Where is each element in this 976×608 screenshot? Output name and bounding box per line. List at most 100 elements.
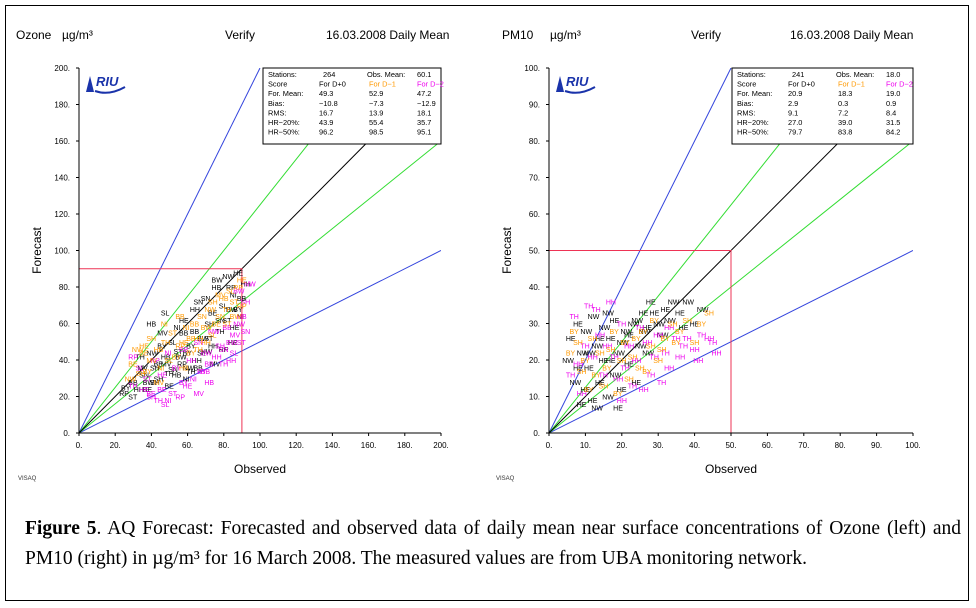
stats-row-value: 7.2 [838,108,848,117]
x-tick-label: 80. [218,441,229,450]
data-point-2: TH [697,332,706,339]
data-point-0: SN [193,300,203,307]
data-point-1: SL [208,332,217,339]
stats-row-value: 52.9 [369,89,383,98]
y-tick-label: 100. [524,64,540,73]
x-tick-label: 200. [433,441,449,450]
data-point-0: HE [233,270,243,277]
data-point-0: BY [121,385,131,392]
stats-score-header: For D+0 [319,80,346,89]
data-point-0: TH [186,369,195,376]
data-point-1: ST [222,322,232,329]
data-point-2: HB [204,380,214,387]
stats-row-value: 19.0 [886,89,900,98]
header-species: Ozone [16,28,52,42]
stats-row-label: HR−50%: [737,128,769,137]
data-point-0: BB [190,329,200,336]
data-point-2: SL [230,351,239,358]
logo-text: RIU [566,74,589,89]
data-point-1: SH [690,340,700,347]
data-point-0: SL [161,311,170,318]
stats-row-value: 49.3 [319,89,333,98]
data-point-2: TH [635,325,644,332]
stats-row-label: Bias: [737,99,753,108]
stats-row-value: −12.9 [417,99,436,108]
x-tick-label: 90. [871,441,882,450]
header-mode: Verify [691,28,722,42]
footer-label: VISAQ [18,476,37,482]
data-point-0: HB [161,354,171,361]
data-point-1: BY [172,354,182,361]
data-point-2: TH [154,398,163,405]
data-point-1: MV [154,380,165,387]
logo-mark-icon [556,76,564,92]
data-point-0: HE [595,380,605,387]
data-point-2: MV [193,391,204,398]
data-point-0: NW [562,358,574,365]
data-point-1: SH [668,322,678,329]
stats-row-label: For. Mean: [268,89,303,98]
data-point-0: NW [664,318,676,325]
data-point-0: BW [143,380,155,387]
data-point-0: HE [577,402,587,409]
data-point-2: SH [215,343,225,350]
data-point-2: TH [660,351,669,358]
data-point-2: RP [150,358,160,365]
data-point-2: HH [664,365,674,372]
data-point-2: HB [237,314,247,321]
data-point-2: TH [591,307,600,314]
y-tick-label: 60. [529,210,540,219]
data-point-1: SL [165,358,174,365]
data-point-1: BY [569,329,579,336]
data-point-2: ST [168,391,178,398]
data-point-0: NW [620,329,632,336]
data-point-0: NW [577,351,589,358]
data-point-0: SL [219,303,228,310]
header-species: PM10 [502,28,534,42]
data-point-1: BE [212,322,222,329]
y-tick-label: 80. [59,283,70,292]
data-point-2: TH [682,336,691,343]
data-point-0: HH [134,387,144,394]
data-point-0: HE [613,405,623,412]
data-point-2: BE [222,325,232,332]
data-point-1: BY [660,336,670,343]
figure-label: Figure 5 [25,518,97,539]
data-point-0: NW [584,351,596,358]
data-point-1: BY [186,351,196,358]
data-point-2: TH [646,373,655,380]
x-tick-label: 160. [361,441,377,450]
data-point-2: HH [693,358,703,365]
data-point-1: BY [675,329,685,336]
logo-swoosh-icon [94,86,126,94]
data-point-1: SH [595,351,605,358]
stats-score-header: For D−2 [417,80,444,89]
data-point-2: TH [657,380,666,387]
data-point-2: HH [631,358,641,365]
data-point-2: TH [128,384,137,391]
data-point-1: BB [175,314,185,321]
data-point-1: SL [226,289,235,296]
data-point-1: HH [193,336,203,343]
data-point-1: MV [146,358,157,365]
stats-row-value: 47.2 [417,89,431,98]
stats-obs-mean-label: Obs. Mean: [367,70,405,79]
x-tick-label: 100. [905,441,921,450]
x-tick-label: 50. [725,441,736,450]
pm10-scatter-chart: NWHENWHENWHENWHENWHENWHENWHENWHENWHENWHE… [500,64,921,476]
data-point-1: BY [591,373,601,380]
stats-score-label: Score [737,80,756,89]
data-point-1: BY [584,387,594,394]
x-tick-label: 40. [689,441,700,450]
data-point-2: HH [595,332,605,339]
y-tick-label: 0. [533,429,540,438]
data-point-0: NW [639,329,651,336]
stats-stations-label: Stations: [737,70,766,79]
data-point-0: BY [233,307,243,314]
data-point-1: SH [208,300,218,307]
data-point-0: NW [222,274,234,281]
data-point-2: BY [179,380,189,387]
threshold-box [549,250,732,433]
data-point-0: NW [631,318,643,325]
data-point-2: TH [708,340,717,347]
